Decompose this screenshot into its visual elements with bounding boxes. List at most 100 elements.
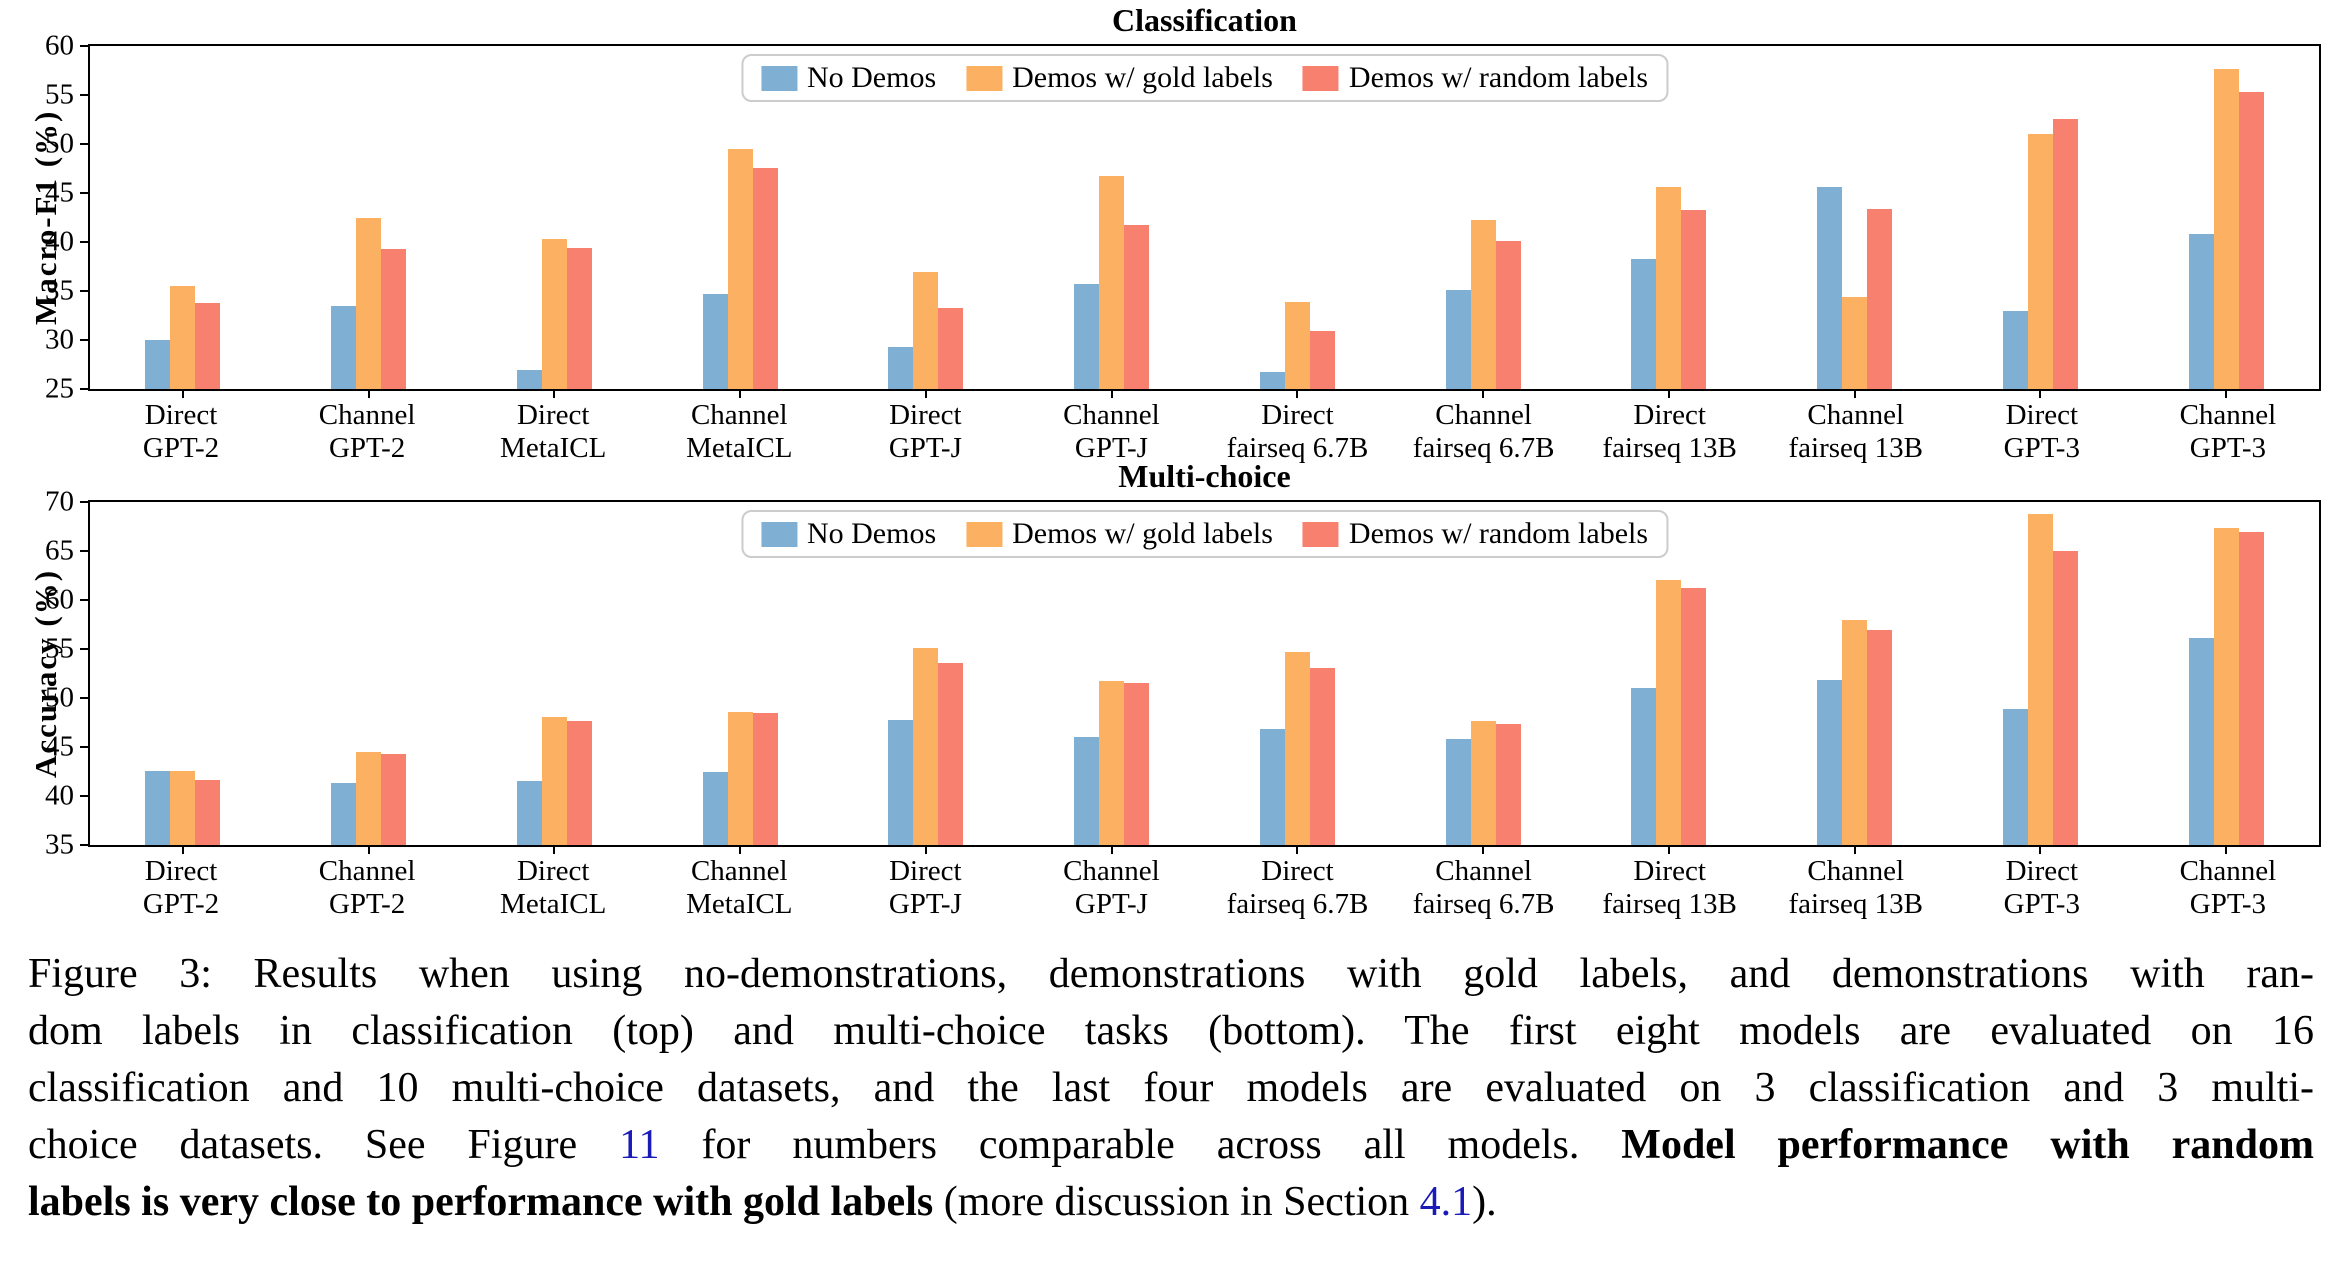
bar-no-demos-direct-gpt-3 <box>2002 310 2028 389</box>
multi-choice-legend: No Demos Demos w/ gold labels Demos w/ ran… <box>740 510 1669 558</box>
y-tick-mark-65 <box>80 550 90 552</box>
bar-group-direct-fairseq-13b <box>1576 46 1762 389</box>
y-tick-label-55: 55 <box>45 632 74 665</box>
bar-group-channel-gpt-3 <box>2133 502 2319 845</box>
caption-text: dom labels in classification (top) and m… <box>28 1008 2314 1054</box>
bar-demos-w-gold-labels-channel-gpt-3 <box>2213 528 2239 845</box>
y-tick-label-60: 60 <box>45 29 74 62</box>
x-tick-channel-metaicl <box>647 845 833 854</box>
bar-group-channel-gpt-j <box>1019 502 1205 845</box>
bar-group-direct-metaicl <box>462 46 648 389</box>
caption-line-3: classification and 10 multi-choice datas… <box>28 1060 2314 1117</box>
caption-text: ). <box>1472 1179 1497 1225</box>
x-tick-mark-direct-fairseq-13b <box>1667 845 1670 854</box>
x-category-label-channel-metaicl: Channel MetaICL <box>686 399 793 464</box>
bar-demos-w-random-labels-channel-gpt-3 <box>2238 532 2264 845</box>
bar-no-demos-direct-gpt-j <box>888 346 914 389</box>
x-tick-mark-channel-gpt-3 <box>2225 389 2228 398</box>
bar-demos-w-random-labels-direct-fairseq-6-7b <box>1309 331 1335 389</box>
figure-11-ref-link[interactable]: 11 <box>619 1122 660 1168</box>
bar-no-demos-direct-gpt-3 <box>2002 708 2028 845</box>
bar-demos-w-gold-labels-channel-metaicl <box>727 148 753 389</box>
bar-demos-w-random-labels-channel-metaicl <box>752 712 778 845</box>
classification-x-axis-labels: Direct GPT-2 Channel GPT-2 Direct MetaICL C… <box>88 399 2321 465</box>
bar-group-channel-metaicl <box>647 502 833 845</box>
x-category-label-direct-metaicl: Direct MetaICL <box>500 399 607 464</box>
x-category-label-direct-gpt-3: Direct GPT-3 <box>2003 399 2080 464</box>
bar-no-demos-direct-gpt-j <box>888 719 914 845</box>
caption-text: Figure 3: Results when using no-demonstr… <box>28 951 2314 997</box>
y-tick-mark-45 <box>80 192 90 194</box>
bar-demos-w-gold-labels-direct-gpt-3 <box>2027 134 2053 389</box>
x-tick-mark-direct-gpt-2 <box>181 389 184 398</box>
x-tick-channel-gpt-j <box>1019 845 1205 854</box>
classification-bars <box>90 46 2319 389</box>
x-category-label-channel-gpt-3: Channel GPT-3 <box>2179 399 2277 464</box>
legend-label-demos-w-gold-labels: Demos w/ gold labels <box>1012 517 1273 550</box>
bar-demos-w-random-labels-direct-gpt-2 <box>195 302 221 389</box>
bar-group-channel-fairseq-6-7b <box>1390 502 1576 845</box>
bar-demos-w-random-labels-direct-gpt-2 <box>195 780 221 845</box>
x-tick-mark-channel-gpt-j <box>1110 389 1113 398</box>
multi-choice-chart: Multi-choice Accuracy (%) No Demos Demos … <box>0 456 2342 920</box>
x-tick-direct-gpt-3 <box>1948 389 2134 398</box>
bar-demos-w-gold-labels-channel-metaicl <box>727 711 753 845</box>
x-tick-mark-channel-gpt-3 <box>2225 845 2228 854</box>
x-tick-mark-channel-metaicl <box>739 389 742 398</box>
x-category-label-channel-fairseq-6-7b: Channel fairseq 6.7B <box>1412 855 1555 920</box>
bar-group-direct-gpt-3 <box>1948 502 2134 845</box>
bar-demos-w-random-labels-channel-gpt-2 <box>381 753 407 845</box>
x-tick-direct-gpt-3 <box>1948 845 2134 854</box>
y-tick-mark-45 <box>80 746 90 748</box>
bar-group-channel-gpt-3 <box>2133 46 2319 389</box>
x-tick-mark-direct-gpt-j <box>924 389 927 398</box>
classification-chart-title: Classification <box>1112 2 1297 38</box>
x-category-label-direct-gpt-j: Direct GPT-J <box>888 855 962 920</box>
bar-no-demos-channel-gpt-3 <box>2188 638 2214 845</box>
legend-swatch-no-demos <box>760 65 797 91</box>
x-category-label-direct-fairseq-13b: Direct fairseq 13B <box>1602 399 1737 464</box>
y-tick-label-65: 65 <box>45 534 74 567</box>
bar-demos-w-gold-labels-direct-gpt-j <box>913 272 939 389</box>
bar-no-demos-direct-fairseq-13b <box>1631 688 1657 845</box>
section-4-1-ref-link[interactable]: 4.1 <box>1419 1179 1473 1225</box>
bar-demos-w-random-labels-channel-fairseq-6-7b <box>1495 724 1521 845</box>
y-tick-mark-35 <box>80 844 90 846</box>
bar-group-channel-gpt-j <box>1019 46 1205 389</box>
classification-legend: No Demos Demos w/ gold labels Demos w/ ran… <box>740 54 1669 102</box>
bar-group-channel-gpt-2 <box>276 46 462 389</box>
bar-demos-w-gold-labels-direct-gpt-3 <box>2027 513 2053 845</box>
bar-demos-w-gold-labels-channel-gpt-j <box>1099 681 1125 845</box>
x-tick-channel-fairseq-13b <box>1762 845 1948 854</box>
bar-no-demos-direct-fairseq-6-7b <box>1259 372 1285 389</box>
bar-demos-w-random-labels-direct-gpt-3 <box>2052 118 2078 389</box>
x-tick-direct-gpt-2 <box>90 845 276 854</box>
y-tick-mark-55 <box>80 94 90 96</box>
legend-swatch-demos-w-random-labels <box>1302 521 1339 547</box>
bar-demos-w-random-labels-channel-fairseq-13b <box>1867 208 1893 389</box>
bar-demos-w-gold-labels-channel-gpt-3 <box>2213 68 2239 389</box>
x-tick-channel-metaicl <box>647 389 833 398</box>
x-tick-direct-fairseq-6-7b <box>1205 845 1391 854</box>
bar-no-demos-direct-gpt-2 <box>145 340 171 389</box>
x-tick-direct-fairseq-6-7b <box>1205 389 1391 398</box>
multi-choice-bars <box>90 502 2319 845</box>
caption-line-1: Figure 3: Results when using no-demonstr… <box>28 946 2314 1003</box>
x-tick-channel-gpt-j <box>1019 389 1205 398</box>
x-tick-direct-gpt-2 <box>90 389 276 398</box>
bar-group-direct-metaicl <box>462 502 648 845</box>
bar-demos-w-random-labels-channel-fairseq-13b <box>1867 630 1893 845</box>
caption-text: for numbers comparable across all models… <box>659 1122 1622 1168</box>
bar-no-demos-channel-gpt-2 <box>331 783 357 845</box>
bar-demos-w-gold-labels-channel-fairseq-13b <box>1842 296 1868 389</box>
legend-item-demos-w-gold-labels: Demos w/ gold labels <box>966 517 1273 551</box>
legend-item-no-demos: No Demos <box>760 517 936 551</box>
bar-demos-w-random-labels-channel-metaicl <box>752 167 778 389</box>
caption-line-5: labels is very close to performance with… <box>28 1174 2314 1231</box>
bar-demos-w-random-labels-channel-fairseq-6-7b <box>1495 241 1521 389</box>
bar-demos-w-gold-labels-direct-fairseq-6-7b <box>1284 301 1310 389</box>
x-tick-mark-direct-metaicl <box>553 389 556 398</box>
bar-demos-w-random-labels-direct-fairseq-13b <box>1681 209 1707 389</box>
x-category-label-channel-gpt-2: Channel GPT-2 <box>318 855 416 920</box>
bar-no-demos-direct-metaicl <box>516 781 542 845</box>
